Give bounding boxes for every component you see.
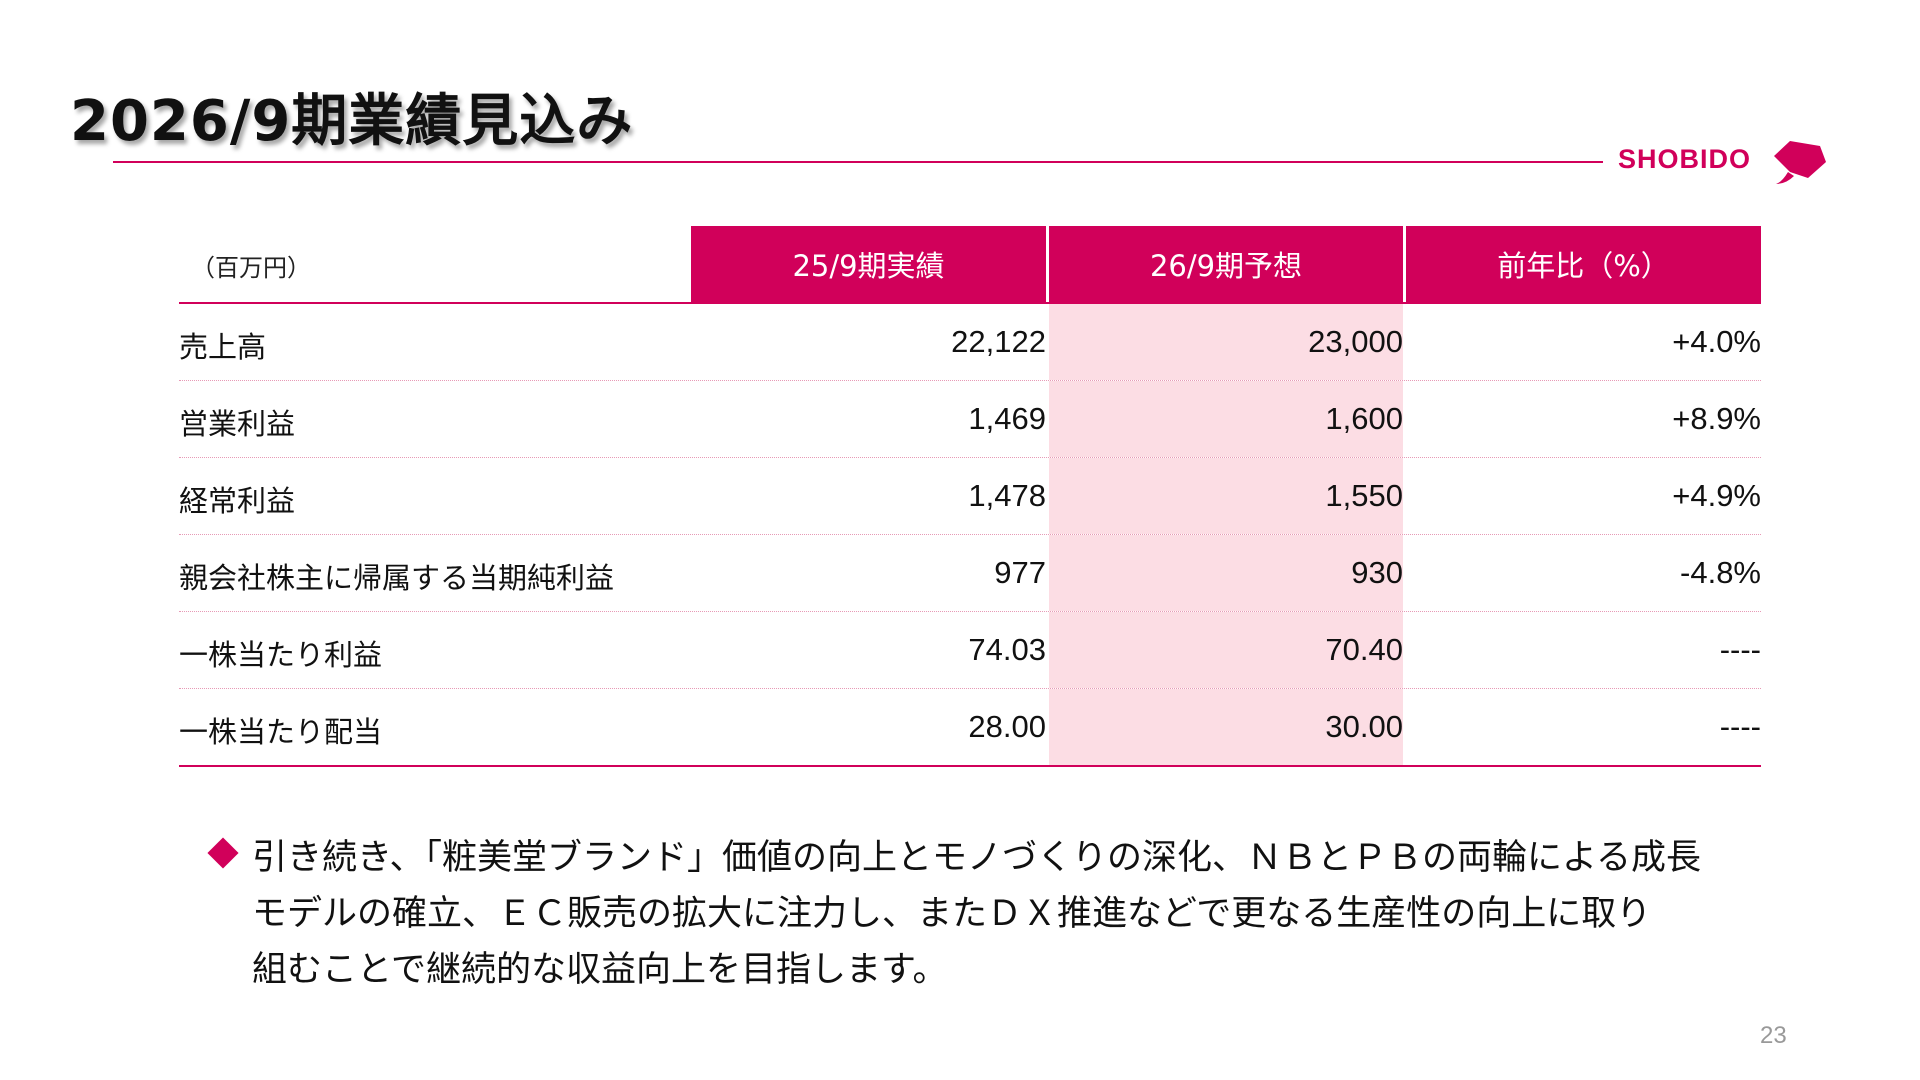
- actual-value: 1,469: [968, 401, 1046, 436]
- bullet-note: 引き続き、「粧美堂ブランド」価値の向上とモノづくりの深化、ＮＢとＰＢの両輪による…: [207, 830, 1712, 998]
- forecast-highlight: [1049, 689, 1403, 765]
- actual-value: 74.03: [968, 632, 1046, 667]
- row-label: 営業利益: [179, 407, 296, 441]
- forecast-highlight: [1049, 458, 1403, 534]
- logo-text: SHOBIDO: [1618, 144, 1752, 174]
- row-label: 親会社株主に帰属する当期純利益: [179, 561, 615, 595]
- forecast-highlight: [1049, 535, 1403, 611]
- diamond-bullet-icon: [207, 837, 239, 869]
- bullet-line: 引き続き、「粧美堂ブランド」価値の向上とモノづくりの深化、ＮＢとＰＢの両輪による…: [252, 838, 1702, 878]
- forecast-value: 1,550: [1325, 478, 1403, 513]
- actual-value: 977: [994, 555, 1046, 590]
- header-actual: 25/9期実績: [691, 226, 1046, 302]
- row-label: 一株当たり配当: [179, 715, 383, 749]
- row-label: 経常利益: [179, 484, 296, 518]
- unit-label: （百万円）: [191, 254, 311, 282]
- bullet-line: 組むことで継続的な収益向上を目指します。: [252, 950, 948, 990]
- forecast-table: （百万円） 25/9期実績 26/9期予想 前年比（%） 売上高 22,122 …: [179, 226, 1761, 767]
- yoy-value: ----: [1719, 709, 1761, 744]
- forecast-highlight: [1049, 381, 1403, 457]
- table-row: 売上高 22,122 23,000 +4.0%: [179, 304, 1761, 381]
- yoy-value: +8.9%: [1672, 401, 1761, 436]
- forecast-value: 23,000: [1308, 324, 1403, 359]
- page-number: 23: [1760, 1022, 1787, 1049]
- table-header: （百万円） 25/9期実績 26/9期予想 前年比（%）: [179, 226, 1761, 304]
- forecast-highlight: [1049, 612, 1403, 688]
- company-logo: SHOBIDO: [1618, 138, 1828, 186]
- forecast-value: 70.40: [1325, 632, 1403, 667]
- header-yoy: 前年比（%）: [1406, 226, 1761, 302]
- bullet-line: モデルの確立、ＥＣ販売の拡大に注力し、またＤＸ推進などで更なる生産性の向上に取り: [252, 894, 1652, 934]
- header-forecast: 26/9期予想: [1049, 226, 1403, 302]
- actual-value: 1,478: [968, 478, 1046, 513]
- forecast-highlight: [1049, 304, 1403, 380]
- yoy-value: +4.0%: [1672, 324, 1761, 359]
- table-row: 一株当たり配当 28.00 30.00 ----: [179, 689, 1761, 767]
- page-title: 2026/9期業績見込み: [70, 89, 634, 154]
- logo-petal-icon: [1774, 141, 1826, 184]
- yoy-value: +4.9%: [1672, 478, 1761, 513]
- yoy-value: ----: [1719, 632, 1761, 667]
- forecast-value: 930: [1351, 555, 1403, 590]
- actual-value: 22,122: [951, 324, 1046, 359]
- yoy-value: -4.8%: [1680, 555, 1761, 590]
- row-label: 売上高: [179, 330, 267, 364]
- row-label: 一株当たり利益: [179, 638, 383, 672]
- table-row: 経常利益 1,478 1,550 +4.9%: [179, 458, 1761, 535]
- table-row: 営業利益 1,469 1,600 +8.9%: [179, 381, 1761, 458]
- forecast-value: 1,600: [1325, 401, 1403, 436]
- actual-value: 28.00: [968, 709, 1046, 744]
- bullet-text: 引き続き、「粧美堂ブランド」価値の向上とモノづくりの深化、ＮＢとＰＢの両輪による…: [252, 830, 1712, 998]
- table-row: 親会社株主に帰属する当期純利益 977 930 -4.8%: [179, 535, 1761, 612]
- forecast-value: 30.00: [1325, 709, 1403, 744]
- table-row: 一株当たり利益 74.03 70.40 ----: [179, 612, 1761, 689]
- title-underline: [113, 161, 1603, 163]
